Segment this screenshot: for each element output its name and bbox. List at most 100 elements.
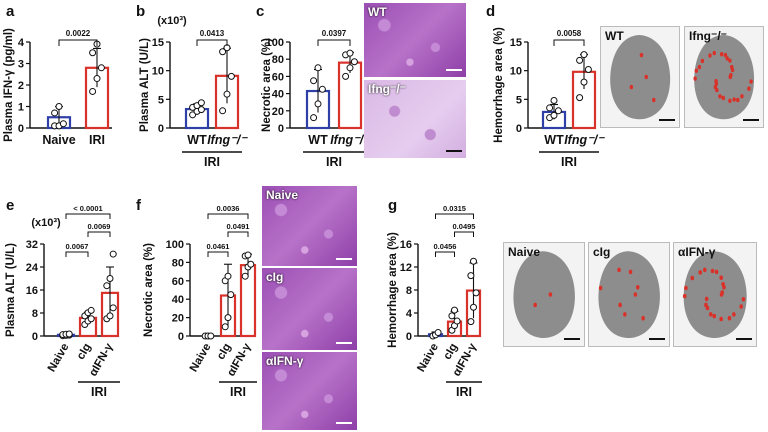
y-tick-label: 32 [26,239,38,251]
liver-lobe-image [598,251,660,339]
significance-bracket [454,231,474,237]
scale-bar [649,338,665,340]
p-value-label: 0.0495 [453,222,476,231]
x-category-label: Naive [42,133,75,147]
data-point [103,282,111,290]
hemorrhage-spot [598,285,603,291]
x-category-label: IRI [89,133,105,147]
hemorrhage-spot [714,81,719,87]
liver-lobe-image [610,35,671,120]
hemorrhage-spot [723,52,728,58]
hemorrhage-spot [700,58,705,64]
x-category-label: Ifng⁻/⁻ [564,133,605,147]
x-category-label: WT [308,133,328,147]
hemorrhage-spot [732,312,736,317]
data-point [470,303,477,311]
data-point [318,85,326,93]
hemorrhage-spot [682,293,687,299]
x-category-label: Ifng⁻/⁻ [207,133,248,147]
p-value-label: < 0.0001 [73,204,102,213]
gross-label: cIg [593,245,611,259]
liver-lobe [694,35,755,120]
data-point [247,260,255,268]
liver-lobe [683,251,747,339]
hemorrhage-spot [629,84,634,90]
x-category-label: Ifng⁻/⁻ [330,133,371,147]
liver-lobe-image [693,35,755,120]
hemorrhage-spot [641,315,645,321]
hemorrhage-spot [698,270,703,275]
y-tick-label: 8 [32,308,38,320]
panel-letter: e [6,197,14,214]
y-tick-label: 80 [272,54,284,66]
data-point [576,94,584,102]
data-point [434,329,442,337]
p-value-label: 0.0036 [217,204,240,213]
y-scale-label: (x10³) [157,15,187,27]
gross-g-aifng: αIFN-γ [673,242,757,347]
significance-bracket [207,251,229,257]
p-value-label: 0.0069 [88,222,111,231]
scale-bar [659,119,675,121]
liver-lobe [513,251,575,339]
y-tick-label: 80 [172,257,184,269]
significance-bracket [435,213,474,219]
data-point [97,64,105,72]
y-tick-label: 100 [166,239,184,251]
group-label: IRI [561,155,577,169]
y-tick-label: 2 [18,80,24,92]
data-point [550,111,558,119]
x-category-label: Naive [188,342,214,375]
hemorrhage-spot [747,86,751,91]
data-point [227,291,235,299]
panel-letter: f [136,197,142,214]
panel-letter: g [388,197,397,214]
p-value-label: 0.0456 [434,242,457,251]
liver-lobe-image [682,251,747,339]
hemorrhage-spot [652,97,656,103]
data-point [580,78,588,86]
significance-bracket [58,39,98,46]
gross-d-ko: Ifng⁻/⁻ [684,26,764,128]
micrograph-label: Naive [266,188,299,202]
y-tick-label: 20 [172,313,184,325]
hemorrhage-spot [720,290,725,295]
y-tick-label: 5 [516,94,522,106]
data-point [87,315,95,323]
data-point [241,272,249,280]
panel-letter: a [6,3,15,20]
significance-bracket [317,39,351,46]
data-point [106,275,114,282]
data-point [350,58,358,66]
y-axis-label: Plasma ALT (U/L) [139,38,151,132]
data-point [314,64,322,72]
y-tick-label: 0 [278,123,284,135]
p-value-label: 0.0058 [557,29,582,38]
data-point [65,330,73,338]
hemorrhage-spot [639,52,644,58]
data-point [576,56,584,64]
y-tick-label: 0 [178,331,184,343]
data-point [89,87,97,95]
data-point [224,272,232,280]
panel-letter: d [486,3,495,20]
hemorrhage-spot [633,292,638,297]
micrograph-f-aifng: αIFN-γ [262,352,357,430]
hemorrhage-spot [728,58,732,63]
data-point [223,90,231,98]
y-tick-label: 20 [272,106,284,118]
data-point [87,306,95,314]
y-tick-label: 5 [158,94,164,106]
x-category-label: WT [544,133,564,147]
data-point [310,114,318,122]
hemorrhage-spot [719,316,723,322]
hemorrhage-spot [702,267,707,273]
y-axis-label: Plasma IFN-γ (pg/ml) [3,28,15,142]
hemorrhage-spot [693,76,697,81]
x-category-label: cIg [75,342,94,362]
data-point [197,99,205,107]
y-tick-label: 24 [26,262,39,274]
scale-bar [336,422,352,424]
hemorrhage-spot [708,312,713,317]
scale-bar [446,150,462,152]
